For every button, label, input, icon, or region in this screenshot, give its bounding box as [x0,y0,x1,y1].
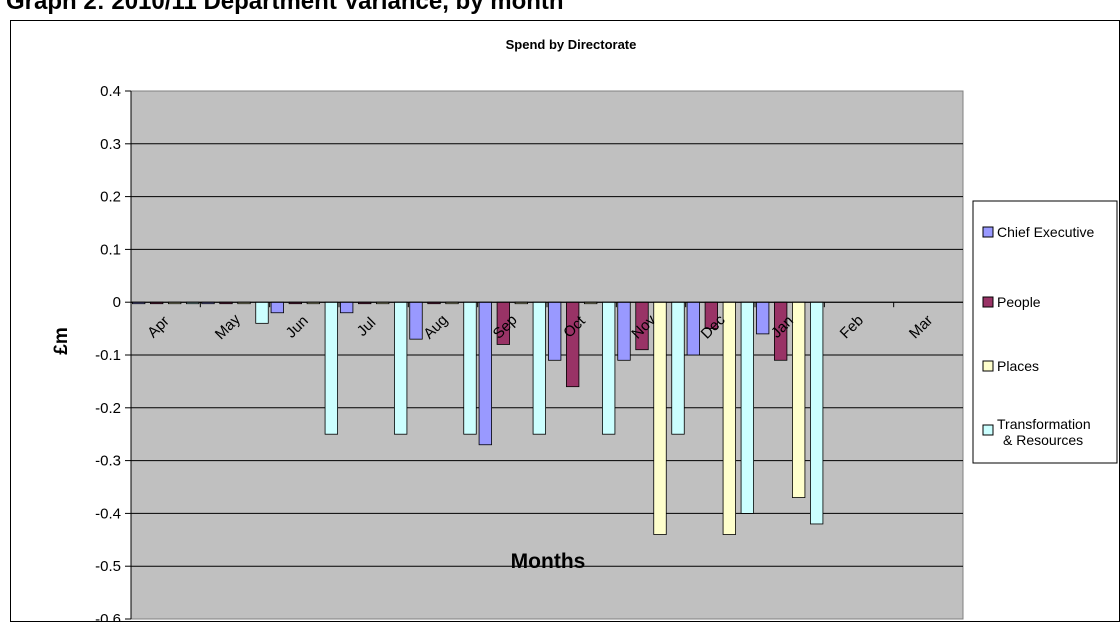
bar-dec-3 [740,301,754,514]
bar-sep-0 [478,301,492,446]
bar-aug-3 [463,301,477,435]
y-axis-ticks: 0.4 0.3 0.2 0.1 0 -0.1 -0.2 -0.3 -0.4 -0.5 -0.6 [95,83,132,621]
bar-aug-0 [409,301,423,340]
y-tick-label: -0.5 [95,558,121,575]
y-tick-label: 0 [113,294,121,311]
chart-title: Spend by Directorate [506,37,637,52]
bar-dec-2 [722,301,736,535]
legend-swatch [982,360,994,372]
y-tick-label: -0.3 [95,453,121,470]
legend-swatch [982,296,994,308]
y-tick-label: -0.1 [95,347,121,364]
legend-label: Transformation & Resources [997,416,1091,448]
legend: Chief Executive People Places Transformatio… [972,200,1118,464]
bar-jun-0 [270,301,284,314]
y-tick-label: 0.4 [100,83,121,100]
legend-label: People [997,294,1041,310]
y-tick-label: 0.1 [100,241,121,258]
y-axis-title: £m [51,327,72,354]
y-tick-label: -0.2 [95,400,121,417]
legend-label: Places [997,358,1039,374]
bar-nov-2 [653,301,667,535]
chart-frame: Spend by Directorate 0.4 0.3 0.2 0.1 0 -0.1 -0… [10,20,1120,622]
legend-swatch [982,424,994,436]
bar-jul-3 [394,301,408,435]
bar-oct-3 [602,301,616,435]
chart: Spend by Directorate 0.4 0.3 0.2 0.1 0 -0.1 -0… [51,37,1118,621]
bar-jan-2 [792,301,806,498]
y-tick-label: -0.4 [95,505,121,522]
bar-sep-3 [532,301,546,435]
y-tick-label: 0.2 [100,189,121,206]
bar-may-3 [255,301,269,324]
bar-dec-0 [686,301,700,356]
page-heading: Graph 2: 2010/11 Department Variance, by… [6,0,564,15]
legend-box [972,200,1118,464]
y-tick-label: -0.6 [95,611,121,621]
bar-nov-3 [671,301,685,435]
y-tick-label: 0.3 [100,136,121,153]
bar-jun-3 [324,301,338,435]
gridlines [131,143,963,567]
x-axis-title: Months [511,550,586,573]
legend-label: Chief Executive [997,224,1094,240]
bar-jul-0 [340,301,354,314]
bar-jan-3 [810,301,824,525]
bar-oct-0 [548,301,562,361]
legend-swatch [982,226,994,238]
